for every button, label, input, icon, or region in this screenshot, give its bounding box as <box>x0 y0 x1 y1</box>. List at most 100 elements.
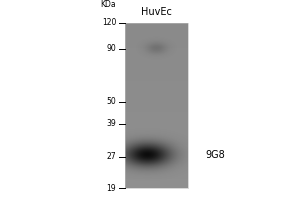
Bar <box>124 111 188 112</box>
Bar <box>124 155 188 157</box>
Bar <box>124 81 188 82</box>
Bar <box>124 170 188 172</box>
Bar <box>124 29 188 31</box>
Text: 39: 39 <box>106 119 116 128</box>
Bar <box>124 78 188 79</box>
Bar <box>124 39 188 41</box>
Bar <box>124 38 188 39</box>
Bar <box>124 89 188 91</box>
Bar <box>124 68 188 69</box>
Text: KDa: KDa <box>100 0 116 9</box>
Bar <box>124 26 188 28</box>
Bar <box>124 179 188 180</box>
Bar <box>124 162 188 164</box>
Bar <box>124 164 188 165</box>
Bar <box>124 33 188 34</box>
Text: 9G8: 9G8 <box>206 150 225 160</box>
Bar <box>124 187 188 188</box>
Text: HuvEc: HuvEc <box>141 7 171 17</box>
Bar <box>124 48 188 49</box>
Bar <box>124 177 188 179</box>
Text: 120: 120 <box>102 18 116 27</box>
Bar <box>124 114 188 116</box>
Bar <box>124 73 188 74</box>
Bar <box>124 43 188 44</box>
Bar <box>124 96 188 97</box>
Bar <box>124 74 188 76</box>
Bar <box>124 63 188 64</box>
Bar <box>124 76 188 78</box>
Bar <box>124 82 188 84</box>
Bar <box>124 147 188 149</box>
Bar <box>124 23 188 25</box>
Bar <box>124 41 188 43</box>
Bar <box>124 150 188 152</box>
Bar <box>124 87 188 89</box>
Bar <box>124 61 188 63</box>
Bar <box>124 152 188 154</box>
Bar <box>124 99 188 101</box>
Bar <box>124 129 188 130</box>
Bar <box>124 49 188 51</box>
Bar <box>124 97 188 99</box>
Bar <box>124 36 188 38</box>
Bar <box>124 135 188 137</box>
Bar <box>124 149 188 150</box>
Bar <box>124 139 188 140</box>
Bar <box>124 56 188 58</box>
Bar <box>124 79 188 81</box>
Bar <box>124 167 188 169</box>
Bar <box>124 112 188 114</box>
Bar <box>124 46 188 48</box>
Bar <box>124 107 188 109</box>
Bar <box>124 160 188 162</box>
Bar <box>124 159 188 160</box>
Bar <box>124 124 188 126</box>
Bar <box>124 101 188 102</box>
Text: 50: 50 <box>106 97 116 106</box>
Bar <box>124 145 188 147</box>
Bar <box>124 182 188 183</box>
Bar <box>124 66 188 68</box>
Bar <box>124 175 188 177</box>
Bar <box>124 91 188 92</box>
Bar <box>124 94 188 96</box>
Bar <box>124 121 188 122</box>
Bar <box>124 185 188 187</box>
Bar <box>124 137 188 139</box>
Bar <box>124 122 188 124</box>
Bar <box>124 44 188 46</box>
Bar <box>124 84 188 86</box>
Text: 90: 90 <box>106 44 116 53</box>
Bar <box>124 54 188 56</box>
Bar <box>124 92 188 94</box>
Bar <box>124 154 188 155</box>
Bar <box>124 106 188 107</box>
Bar <box>124 169 188 170</box>
Bar <box>124 132 188 134</box>
Bar <box>124 71 188 73</box>
Bar <box>124 116 188 117</box>
Bar <box>124 140 188 142</box>
Bar <box>124 31 188 33</box>
Bar <box>124 183 188 185</box>
Text: 27: 27 <box>106 152 116 161</box>
Bar <box>124 126 188 127</box>
Bar <box>124 86 188 87</box>
Bar <box>124 64 188 66</box>
Bar <box>124 34 188 36</box>
Bar <box>124 109 188 111</box>
Bar <box>124 104 188 106</box>
Bar <box>124 58 188 59</box>
Bar <box>124 144 188 145</box>
Bar <box>124 165 188 167</box>
Bar <box>124 119 188 121</box>
Bar <box>124 59 188 61</box>
Bar <box>124 157 188 159</box>
Bar <box>124 25 188 26</box>
Bar <box>124 174 188 175</box>
Bar <box>124 51 188 53</box>
Text: 19: 19 <box>106 184 116 193</box>
Bar <box>124 28 188 29</box>
Bar <box>124 69 188 71</box>
